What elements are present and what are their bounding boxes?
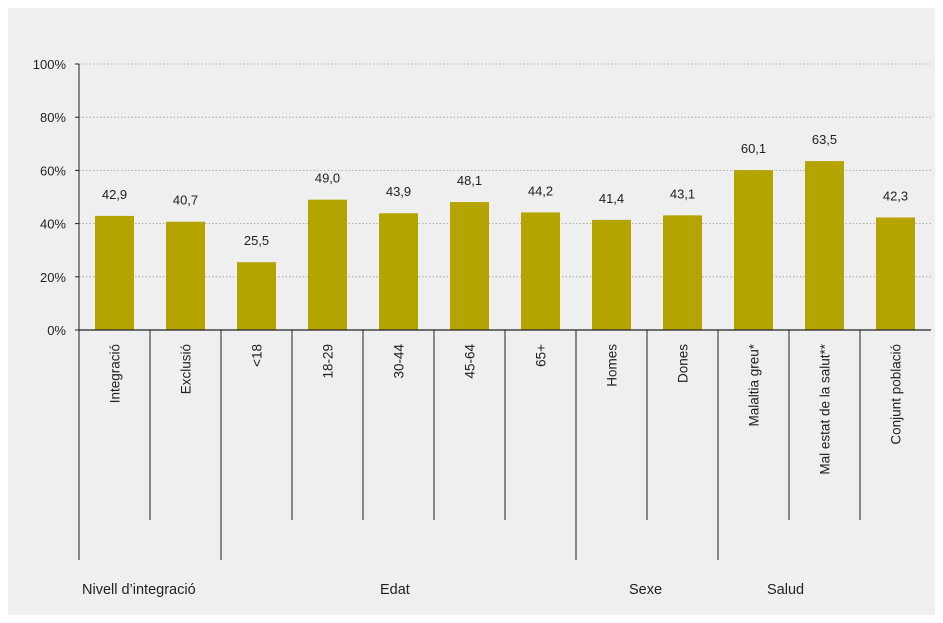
category-label: 65+ xyxy=(534,344,549,367)
y-tick-label: 60% xyxy=(40,163,66,178)
value-label: 43,9 xyxy=(386,184,411,199)
bar xyxy=(379,213,418,330)
bar xyxy=(734,170,773,330)
value-label: 44,2 xyxy=(528,183,553,198)
group-label: Edat xyxy=(380,582,410,598)
value-label: 42,3 xyxy=(883,188,908,203)
value-label: 63,5 xyxy=(812,132,837,147)
value-label: 40,7 xyxy=(173,193,198,208)
value-label: 42,9 xyxy=(102,187,127,202)
group-label: Sexe xyxy=(629,582,662,598)
category-label: Exclusió xyxy=(179,344,194,394)
bar xyxy=(521,212,560,330)
value-label: 60,1 xyxy=(741,141,766,156)
y-tick-label: 20% xyxy=(40,270,66,285)
bar xyxy=(450,202,489,330)
category-label: Dones xyxy=(676,344,691,383)
bars xyxy=(95,161,915,330)
bar xyxy=(237,262,276,330)
value-label: 49,0 xyxy=(315,171,340,186)
category-label: 45-64 xyxy=(463,344,478,379)
category-label: Homes xyxy=(605,344,620,387)
value-label: 25,5 xyxy=(244,233,269,248)
category-label: Integració xyxy=(108,344,123,403)
category-label: 30-44 xyxy=(392,344,407,379)
y-tick-label: 0% xyxy=(47,323,66,338)
y-tick-label: 80% xyxy=(40,110,66,125)
group-label: Salud xyxy=(767,582,804,598)
value-labels: 42,9 40,7 25,5 49,0 43,9 48,1 44,2 41,4 43,1 60,1… xyxy=(102,132,908,248)
category-label: Conjunt població xyxy=(889,344,904,445)
bar xyxy=(592,219,631,330)
x-axis: Integració Exclusió <18 18-29 30-44 45-64 65+ H… xyxy=(78,329,931,560)
group-label: Nivell d’integració xyxy=(82,582,196,598)
value-label: 48,1 xyxy=(457,173,482,188)
value-label: 43,1 xyxy=(670,186,695,201)
y-tick-label: 100% xyxy=(33,57,67,72)
category-groups: Nivell d’integració Edat Sexe Salud xyxy=(82,582,804,598)
gridlines xyxy=(79,63,931,331)
y-tick-label: 40% xyxy=(40,217,66,232)
bar xyxy=(308,199,347,330)
y-axis: 0% 20% 40% 60% 80% 100% xyxy=(33,57,80,338)
category-label: Malaltia greu* xyxy=(747,343,762,426)
category-label: 18-29 xyxy=(321,344,336,379)
bar xyxy=(663,215,702,330)
category-label: Mal estat de la salut** xyxy=(818,343,833,474)
bar xyxy=(805,161,844,330)
bar xyxy=(95,215,134,330)
category-label: <18 xyxy=(250,344,265,367)
value-label: 41,4 xyxy=(599,191,624,206)
bar xyxy=(166,221,205,330)
bar xyxy=(876,217,915,330)
